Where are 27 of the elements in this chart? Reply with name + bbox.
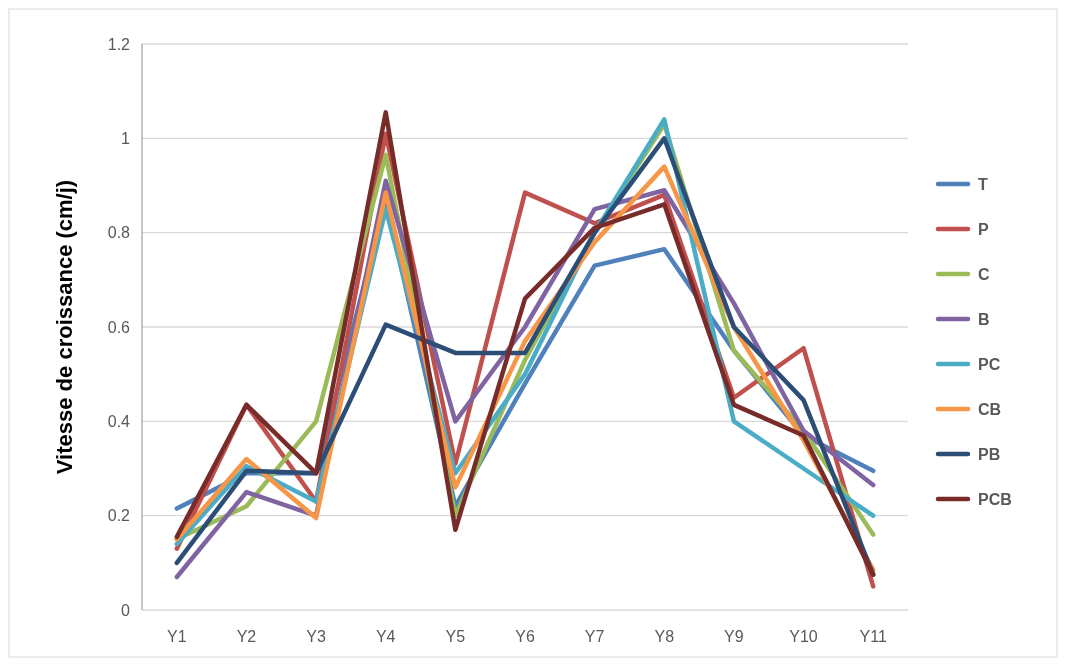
x-tick-label: Y11 [859,628,887,645]
legend-label: C [978,265,990,283]
y-tick-label: 0.8 [107,224,131,242]
y-tick-label: 1 [121,129,131,147]
x-tick-label: Y7 [584,628,605,645]
x-tick-label: Y9 [724,628,744,645]
y-tick-label: 0.4 [107,412,131,430]
y-tick-label: 1.2 [107,35,131,53]
y-tick-label: 0 [121,601,131,619]
legend-label: B [978,310,990,328]
y-tick-label: 0.6 [107,318,131,336]
x-tick-label: Y8 [654,628,675,645]
x-tick-label: Y5 [445,628,466,645]
y-axis-title: Vitesse de croissance (cm/j) [52,179,77,475]
y-tick-label: 0.2 [107,507,131,525]
x-tick-label: Y6 [515,628,535,645]
x-tick-label: Y10 [789,628,818,645]
x-tick-label: Y4 [375,628,396,645]
legend-label: PB [978,445,1001,463]
x-tick-label: Y1 [167,628,187,645]
legend-label: P [978,220,989,238]
legend-label: T [978,175,988,193]
x-tick-label: Y2 [236,628,257,645]
x-tick-label: Y3 [306,628,326,645]
legend-label: PCB [978,490,1012,508]
legend-label: PC [978,355,1001,373]
legend-label: CB [978,400,1002,418]
